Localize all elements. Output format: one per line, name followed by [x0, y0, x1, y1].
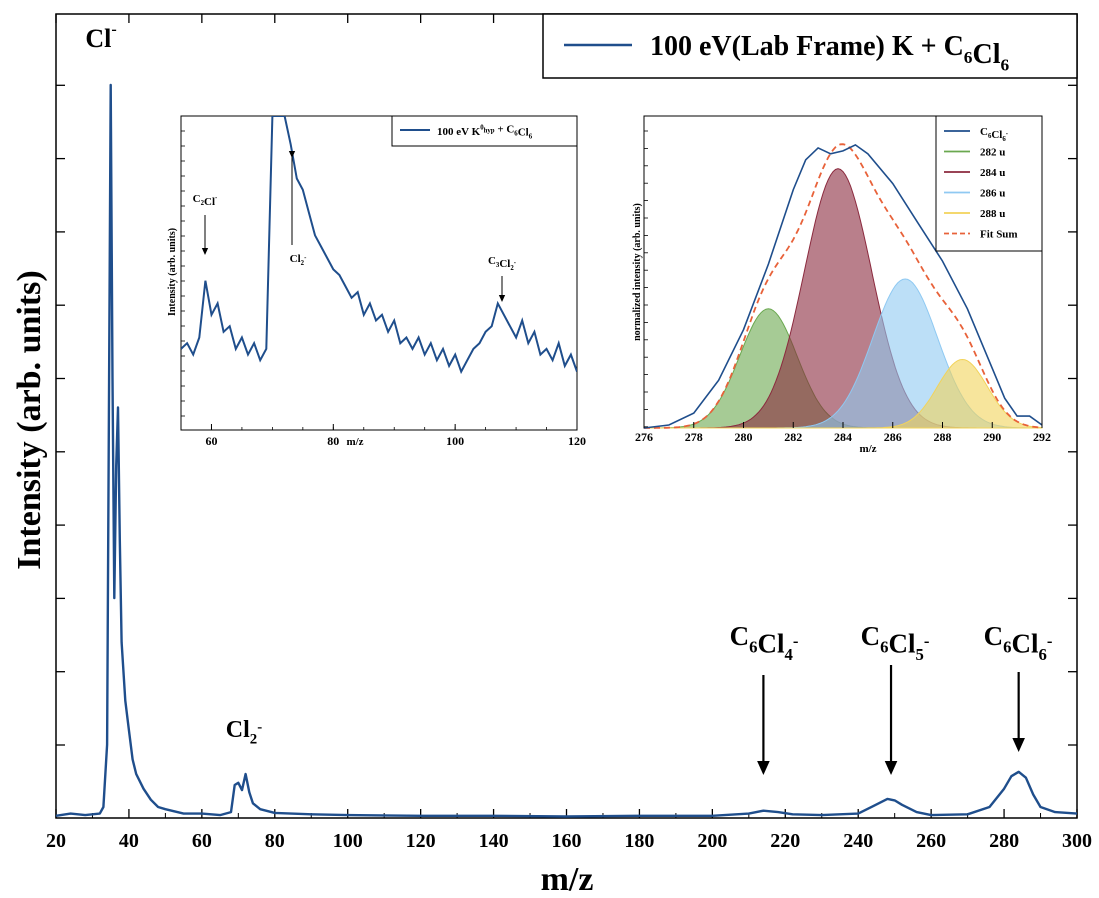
x-tick-label: 80 — [265, 830, 285, 852]
inset1-series-line — [181, 116, 577, 375]
inset2-legend-box — [935, 115, 1043, 252]
peak-label-cl2: Cl2- — [226, 717, 262, 748]
x-tick-label: 260 — [916, 830, 946, 852]
inset1-x-tick-label: 100 — [446, 434, 464, 448]
y-axis-title: Intensity (arb. units) — [11, 270, 48, 569]
inset1-arrow-c3cl2 — [498, 276, 506, 302]
inset2-legend-label: 286 u — [980, 188, 1005, 200]
inset2-legend-label: Fit Sum — [980, 229, 1018, 241]
main-chart: 20 40 60 80 100 120 140 160 180 200 220 240 260 280 30… — [11, 13, 1092, 898]
inset2-x-tick-label: 276 — [635, 430, 653, 444]
peak-label-c6cl6: C6Cl6- — [984, 621, 1053, 664]
inset2-x-tick-label: 288 — [934, 430, 952, 444]
inset1-y-title: Intensity (arb. units) — [167, 228, 178, 316]
x-tick-label: 20 — [46, 830, 66, 852]
x-tick-label: 240 — [843, 830, 873, 852]
x-tick-label: 120 — [406, 830, 436, 852]
inset1-x-tick-label: 80 — [327, 434, 339, 448]
inset1-legend-label: 100 eV K0hyp + C6Cl6 — [437, 124, 533, 141]
inset2-legend-label: 288 u — [980, 208, 1005, 220]
x-tick-label: 160 — [552, 830, 582, 852]
x-tick-label: 280 — [989, 830, 1019, 852]
x-tick-label: 60 — [192, 830, 212, 852]
inset2-x-title: m/z — [859, 443, 876, 455]
inset1-legend: 100 eV K0hyp + C6Cl6 — [391, 115, 578, 147]
x-tick-label: 300 — [1062, 830, 1092, 852]
peak-label-c6cl4: C6Cl4- — [730, 621, 799, 664]
inset2-data-line — [643, 143, 1043, 429]
inset2-x-tick-label: 278 — [685, 430, 703, 444]
inset2-x-tick-label: 282 — [784, 430, 802, 444]
series-line — [55, 83, 1078, 818]
x-axis-title: m/z — [541, 861, 594, 898]
inset2-legend-label: 282 u — [980, 147, 1005, 159]
inset1-arrow-cl2 — [288, 151, 296, 245]
inset1-x-tick-label: 60 — [205, 434, 217, 448]
inset2-legend: C6Cl6- 282 u 284 u 286 u 288 u Fit Sum — [935, 115, 1043, 252]
inset2-x-tick-label: 280 — [735, 430, 753, 444]
inset2-legend-label: 284 u — [980, 167, 1005, 179]
x-tick-label: 180 — [624, 830, 654, 852]
arrow-c6cl6 — [1012, 672, 1025, 752]
inset-chart-left: 60 80 100 120 m/z Intensity (arb. units) 100 e… — [167, 115, 586, 448]
inset2-gaussian-288-u — [644, 358, 1043, 429]
inset2-x-tick-label: 292 — [1033, 430, 1051, 444]
x-tick-label: 220 — [770, 830, 800, 852]
inset2-y-title: normalized intensity (arb. units) — [632, 203, 643, 341]
x-tick-label: 200 — [697, 830, 727, 852]
inset1-peak-c2cl: C2Cl- — [193, 193, 218, 208]
inset-chart-right: 276 278 280 282 284 286 288 290 292 m/z normalized… — [632, 115, 1051, 455]
x-tick-label: 140 — [479, 830, 509, 852]
inset2-legend-label-c6cl6: C6Cl6- — [980, 126, 1009, 143]
legend: 100 eV(Lab Frame) K + C6Cl6 — [542, 13, 1078, 79]
inset1-frame — [180, 115, 578, 431]
arrow-c6cl4 — [757, 675, 770, 775]
inset2-x-tick-label: 286 — [884, 430, 902, 444]
x-tick-label: 40 — [119, 830, 139, 852]
peak-label-c6cl5: C6Cl5- — [861, 621, 930, 664]
inset1-x-tick-label: 120 — [568, 434, 586, 448]
inset2-fit-sum-line — [644, 143, 1043, 429]
legend-label: 100 eV(Lab Frame) K + C6Cl6 — [650, 31, 1009, 75]
inset1-x-title: m/z — [346, 436, 363, 448]
inset1-peak-c3cl2: C3Cl2- — [488, 255, 517, 272]
x-tick-label: 100 — [333, 830, 363, 852]
inset1-peak-cl2: Cl2- — [290, 253, 307, 267]
inset2-x-tick-label: 284 — [834, 430, 852, 444]
inset1-arrow-c2cl — [201, 215, 209, 255]
inset2-x-tick-label: 290 — [983, 430, 1001, 444]
arrow-c6cl5 — [884, 665, 898, 775]
peak-label-cl: Cl- — [85, 21, 116, 53]
